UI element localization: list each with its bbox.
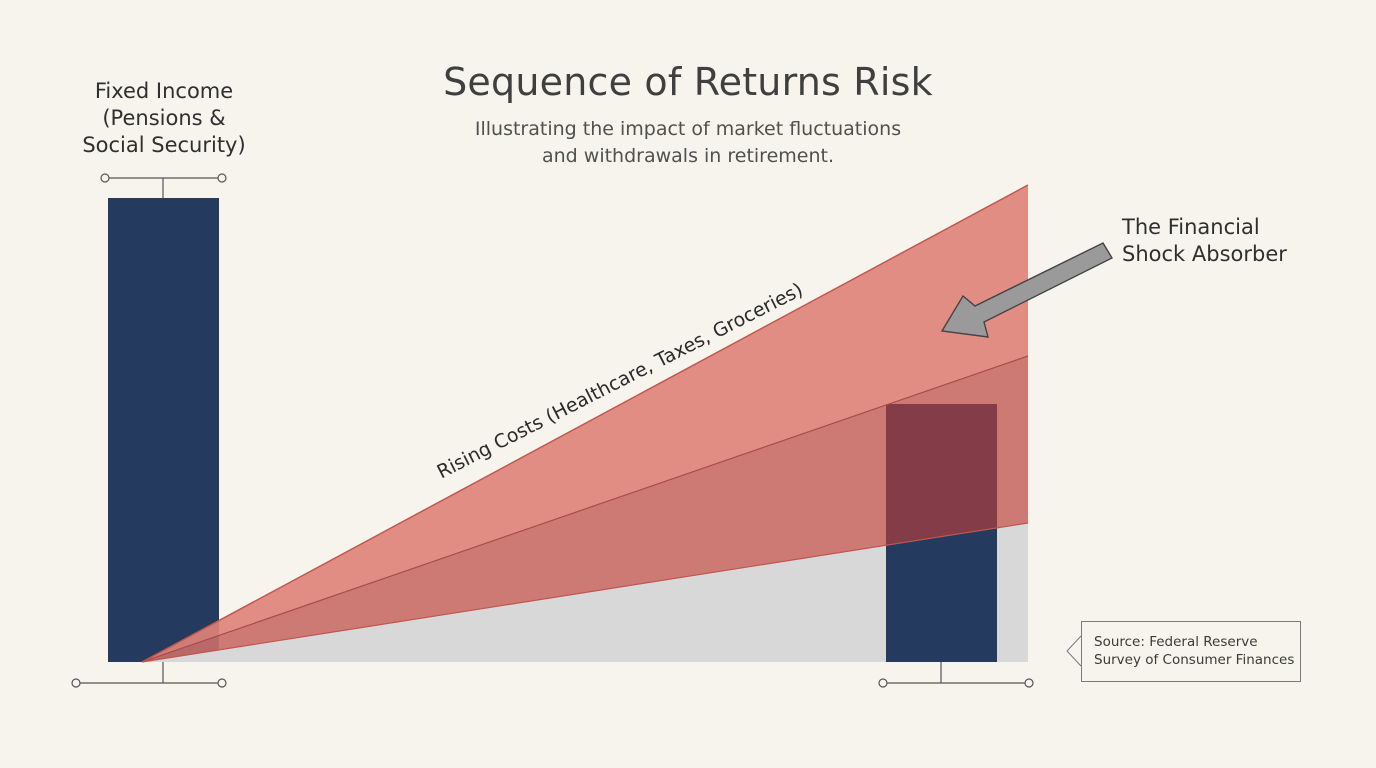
- page-title: Sequence of Returns Risk: [443, 60, 933, 104]
- left-bottom-bracket: [71, 662, 227, 688]
- top-cost-line: [141, 184, 1029, 663]
- source-pointer: [1066, 635, 1082, 667]
- source-callout: Source: Federal Reserve Survey of Consum…: [1081, 621, 1301, 682]
- shock-absorber-arrow: [940, 242, 1113, 338]
- page-subtitle: Illustrating the impact of market fluctu…: [474, 118, 902, 167]
- left-top-bracket: [100, 173, 227, 198]
- lower-cost-line: [141, 522, 1029, 663]
- middle-cost-line: [141, 355, 1029, 663]
- fixed-income-bar: [108, 198, 219, 662]
- right-bottom-bracket: [878, 662, 1034, 688]
- right-bar-overlap: [886, 404, 997, 545]
- fixed-income-label: Fixed Income (Pensions & Social Security…: [82, 79, 246, 157]
- shock-absorber-label: The Financial Shock Absorber: [1122, 215, 1287, 266]
